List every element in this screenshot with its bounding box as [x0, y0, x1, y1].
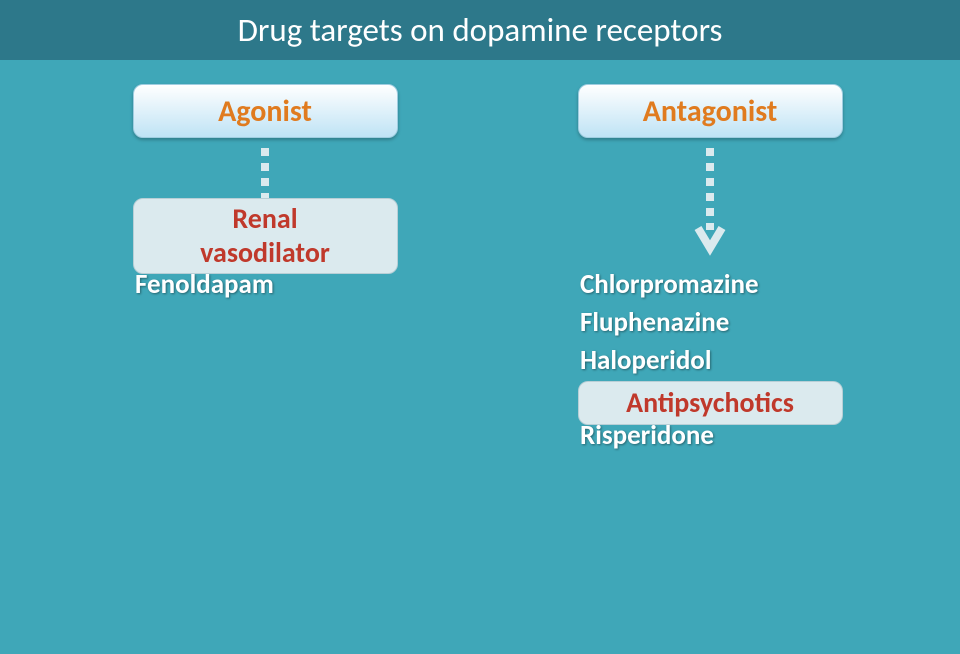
- title-bar: Drug targets on dopamine receptors: [0, 0, 960, 60]
- drug-list-antagonist: ChlorpromazineFluphenazineHaloperidolClo…: [580, 266, 840, 455]
- footer-box-antipsychotics: Antipsychotics: [578, 381, 843, 425]
- footer-box-renal: Renalvasodilator: [133, 198, 398, 274]
- header-label-agonist: Agonist: [218, 93, 312, 130]
- header-box-agonist: Agonist: [133, 84, 398, 138]
- footer-label-antipsychotics: Antipsychotics: [626, 386, 794, 420]
- arrow-down-icon: [690, 144, 730, 264]
- title-text: Drug targets on dopamine receptors: [238, 10, 723, 50]
- drug-item: Fluphenazine: [580, 304, 840, 342]
- drug-item: Haloperidol: [580, 342, 840, 380]
- column-agonist: Agonist Fenoldapam Renalvasodilator: [65, 60, 465, 304]
- main-area: Agonist Fenoldapam Renalvasodilator Anta…: [0, 60, 960, 654]
- footer-label-renal: Renalvasodilator: [200, 202, 330, 269]
- header-box-antagonist: Antagonist: [578, 84, 843, 138]
- drug-item: Chlorpromazine: [580, 266, 840, 304]
- column-antagonist: Antagonist ChlorpromazineFluphenazineHal…: [510, 60, 910, 455]
- arrow-antagonist: [690, 144, 730, 264]
- header-label-antagonist: Antagonist: [643, 93, 777, 130]
